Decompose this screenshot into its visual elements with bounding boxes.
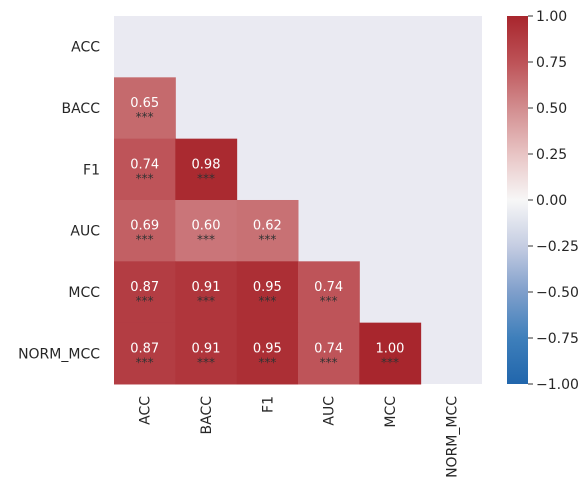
- y-tick-labels: ACC BACC F1 AUC MCC NORM_MCC: [18, 40, 100, 363]
- x-tick-label-norm-mcc: NORM_MCC: [444, 396, 460, 478]
- cell-f1-bacc: [175, 138, 238, 201]
- cell-significance-label: ***: [320, 355, 338, 369]
- cell-significance-label: ***: [258, 294, 276, 308]
- cell-annotations: 0.65***0.74***0.98***0.69***0.60***0.62*…: [130, 96, 404, 369]
- x-tick-label-mcc: MCC: [383, 396, 399, 428]
- cell-value-label: 0.60: [192, 219, 221, 234]
- cell-auc-bacc: [175, 199, 238, 262]
- cell-value-label: 0.74: [314, 341, 343, 356]
- colorbar-tick-label: 0.00: [536, 193, 567, 209]
- cell-value-label: 0.74: [314, 280, 343, 295]
- colorbar-tick-label: 0.25: [536, 147, 567, 163]
- cell-mcc-bacc: [175, 261, 238, 324]
- cell-value-label: 0.87: [130, 280, 159, 295]
- x-tick-label-auc: AUC: [322, 396, 338, 426]
- cell-significance-label: ***: [136, 171, 154, 185]
- cell-f1-acc: [114, 138, 176, 201]
- cell-bacc-acc: [114, 77, 176, 140]
- cell-norm-mcc-bacc: [175, 322, 238, 385]
- cell-significance-label: ***: [136, 110, 154, 124]
- cell-value-label: 0.65: [130, 96, 159, 111]
- cell-value-label: 1.00: [376, 341, 405, 356]
- cell-mcc-auc: [297, 261, 360, 324]
- cell-significance-label: ***: [258, 233, 276, 247]
- colorbar-tick-label: −1.00: [536, 377, 579, 393]
- cell-value-label: 0.74: [130, 157, 159, 172]
- cell-value-label: 0.87: [130, 341, 159, 356]
- x-tick-label-acc: ACC: [138, 396, 154, 425]
- cell-significance-label: ***: [197, 355, 215, 369]
- y-tick-label-f1: F1: [83, 162, 100, 178]
- cell-significance-label: ***: [258, 355, 276, 369]
- cell-mcc-f1: [236, 261, 299, 324]
- cell-significance-label: ***: [197, 171, 215, 185]
- cell-significance-label: ***: [136, 294, 154, 308]
- y-tick-label-norm-mcc: NORM_MCC: [18, 346, 100, 362]
- x-tick-label-bacc: BACC: [199, 396, 215, 435]
- colorbar-ticks: 1.00 0.75 0.50 0.25 0.00 −0.25 −0.50 −0.75 −1.00: [528, 9, 579, 393]
- cell-value-label: 0.62: [253, 219, 282, 234]
- cell-significance-label: ***: [320, 294, 338, 308]
- cell-norm-mcc-f1: [236, 322, 299, 385]
- heatmap-cells: [114, 77, 422, 385]
- colorbar-tick-label: 0.50: [536, 101, 567, 117]
- y-tick-label-auc: AUC: [70, 224, 100, 240]
- cell-significance-label: ***: [136, 355, 154, 369]
- colorbar-tick-label: 1.00: [536, 9, 567, 25]
- y-tick-label-mcc: MCC: [68, 285, 100, 301]
- cell-auc-f1: [236, 199, 299, 262]
- cell-significance-label: ***: [197, 294, 215, 308]
- colorbar-tick-label: −0.50: [536, 285, 579, 301]
- colorbar-tick-label: 0.75: [536, 55, 567, 71]
- colorbar: [507, 16, 528, 384]
- cell-significance-label: ***: [381, 355, 399, 369]
- colorbar-tick-label: −0.25: [536, 239, 579, 255]
- cell-value-label: 0.95: [253, 280, 282, 295]
- y-tick-label-bacc: BACC: [62, 101, 101, 117]
- cell-value-label: 0.91: [192, 341, 221, 356]
- cell-mcc-acc: [114, 261, 176, 324]
- colorbar-tick-label: −0.75: [536, 331, 579, 347]
- cell-norm-mcc-acc: [114, 322, 176, 385]
- cell-value-label: 0.91: [192, 280, 221, 295]
- y-tick-label-acc: ACC: [71, 40, 100, 56]
- x-tick-labels: ACC BACC F1 AUC MCC NORM_MCC: [138, 396, 461, 478]
- cell-significance-label: ***: [197, 233, 215, 247]
- cell-value-label: 0.95: [253, 341, 282, 356]
- cell-value-label: 0.98: [192, 157, 221, 172]
- cell-value-label: 0.69: [130, 219, 159, 234]
- cell-norm-mcc-mcc: [359, 322, 422, 385]
- cell-auc-acc: [114, 199, 176, 262]
- cell-norm-mcc-auc: [297, 322, 360, 385]
- x-tick-label-f1: F1: [260, 396, 276, 413]
- cell-significance-label: ***: [136, 233, 154, 247]
